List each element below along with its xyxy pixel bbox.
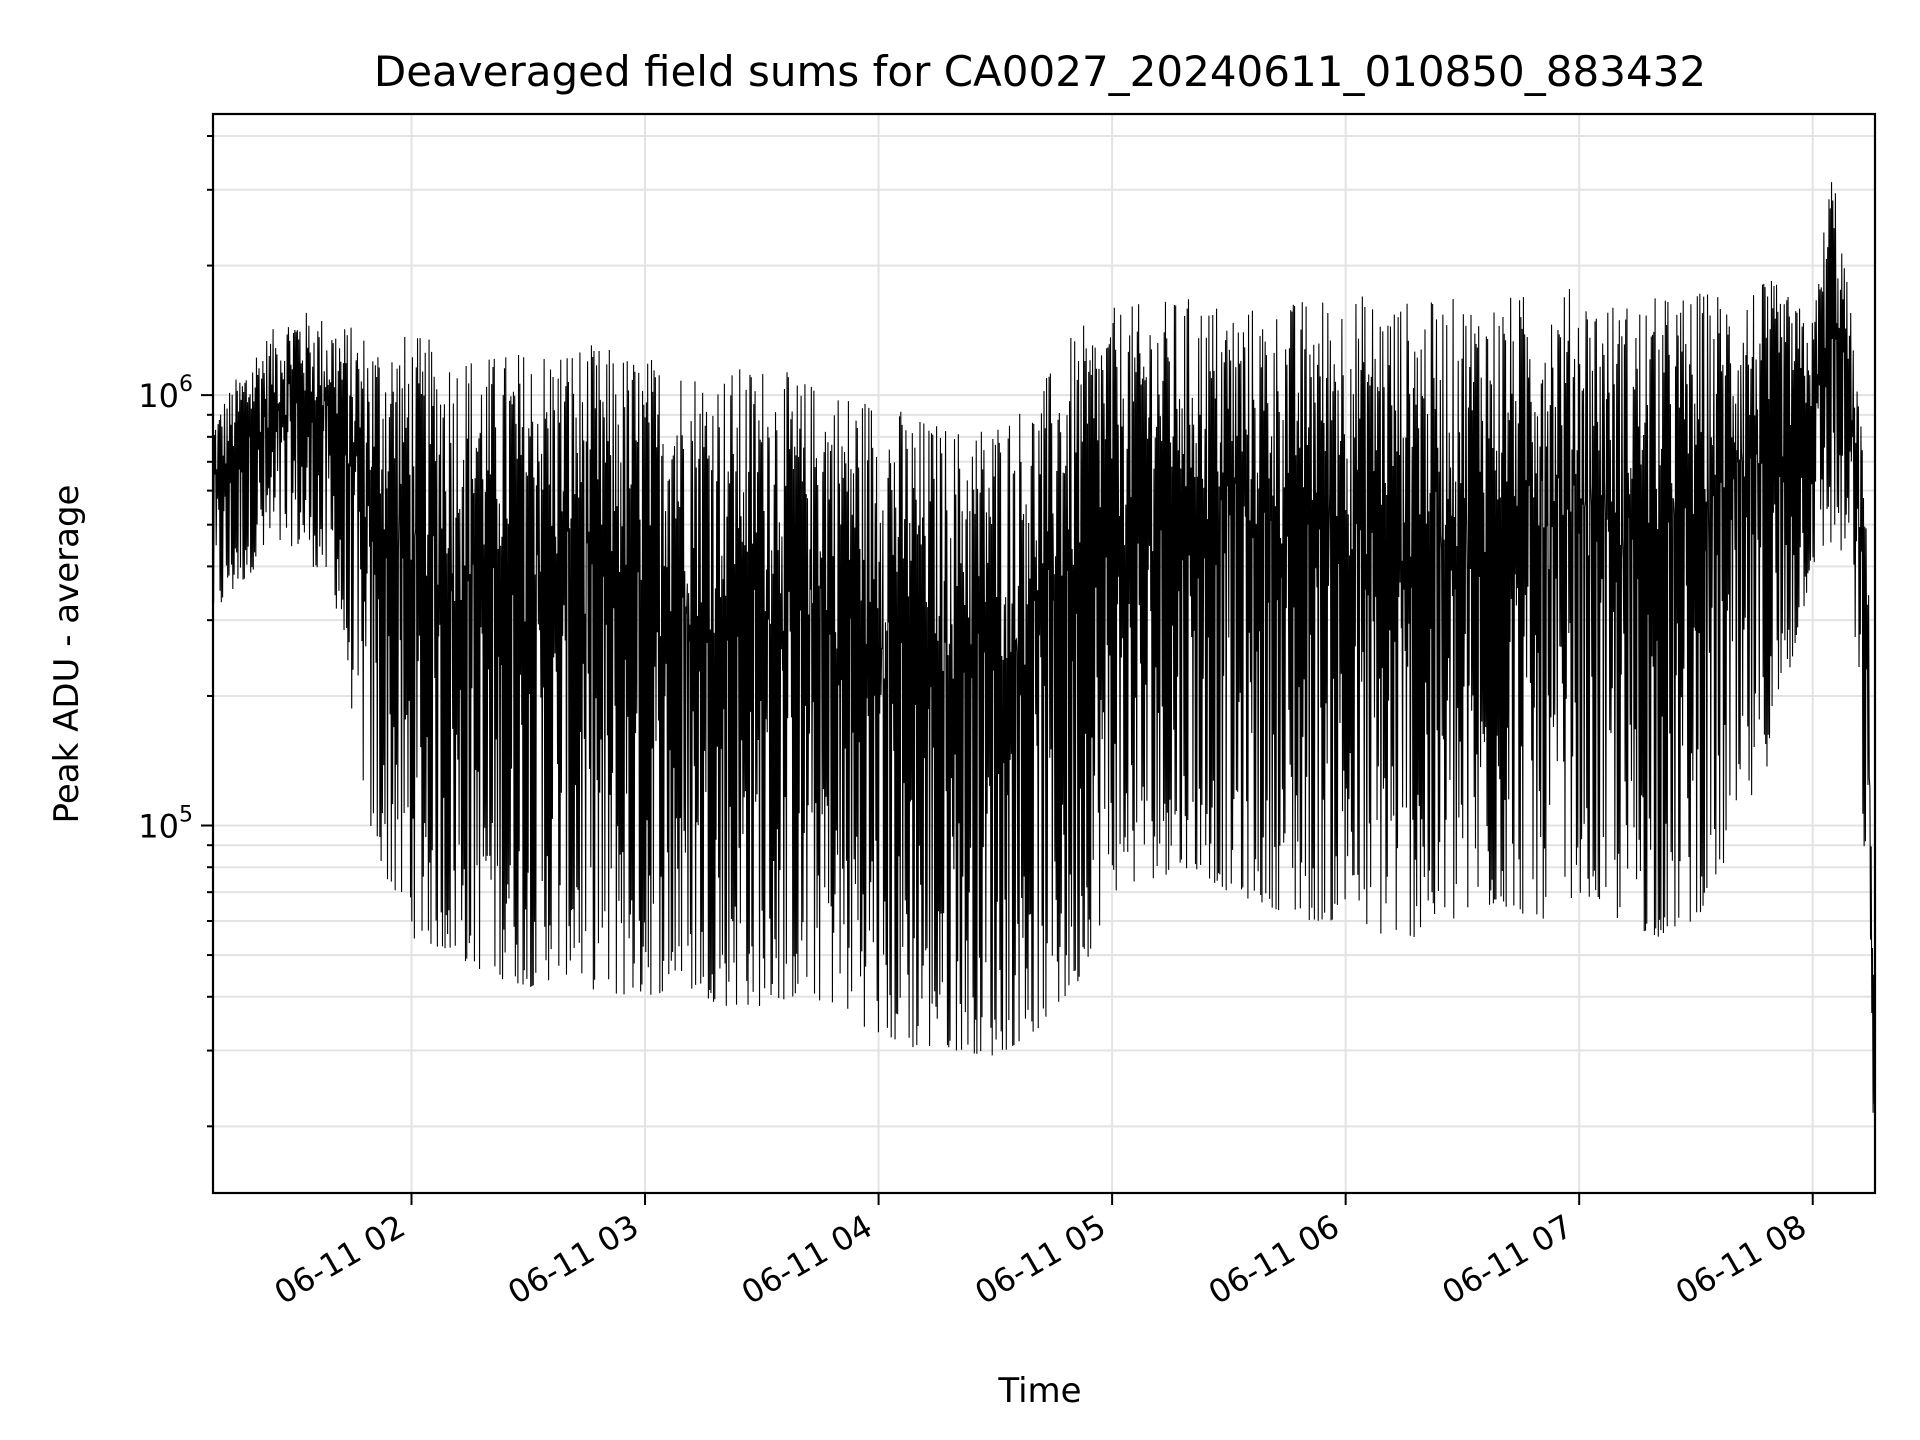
x-tick-label: 06-11 02 (268, 1207, 412, 1312)
y-axis: 105 106 (138, 135, 213, 1128)
x-axis: 06-11 02 06-11 03 06-11 04 06-11 05 06-11 06… (268, 1193, 1814, 1312)
x-tick-label: 06-11 04 (735, 1207, 879, 1312)
x-axis-label: Time (997, 1371, 1081, 1411)
plot-frame (211, 112, 1877, 1195)
series-line-0 (212, 182, 1876, 1113)
x-tick-label: 06-11 05 (969, 1207, 1113, 1312)
y-tick-label: 106 (138, 372, 193, 415)
series-layer (212, 182, 1876, 1113)
x-tick-label: 06-11 03 (501, 1207, 645, 1312)
chart-title: Deaveraged field sums for CA0027_2024061… (374, 47, 1706, 96)
x-tick-label: 06-11 08 (1669, 1207, 1813, 1312)
y-axis-label: Peak ADU - average (47, 485, 87, 824)
y-tick-label: 105 (138, 803, 193, 846)
x-tick-label: 06-11 06 (1202, 1207, 1346, 1312)
x-tick-label: 06-11 07 (1436, 1207, 1580, 1312)
